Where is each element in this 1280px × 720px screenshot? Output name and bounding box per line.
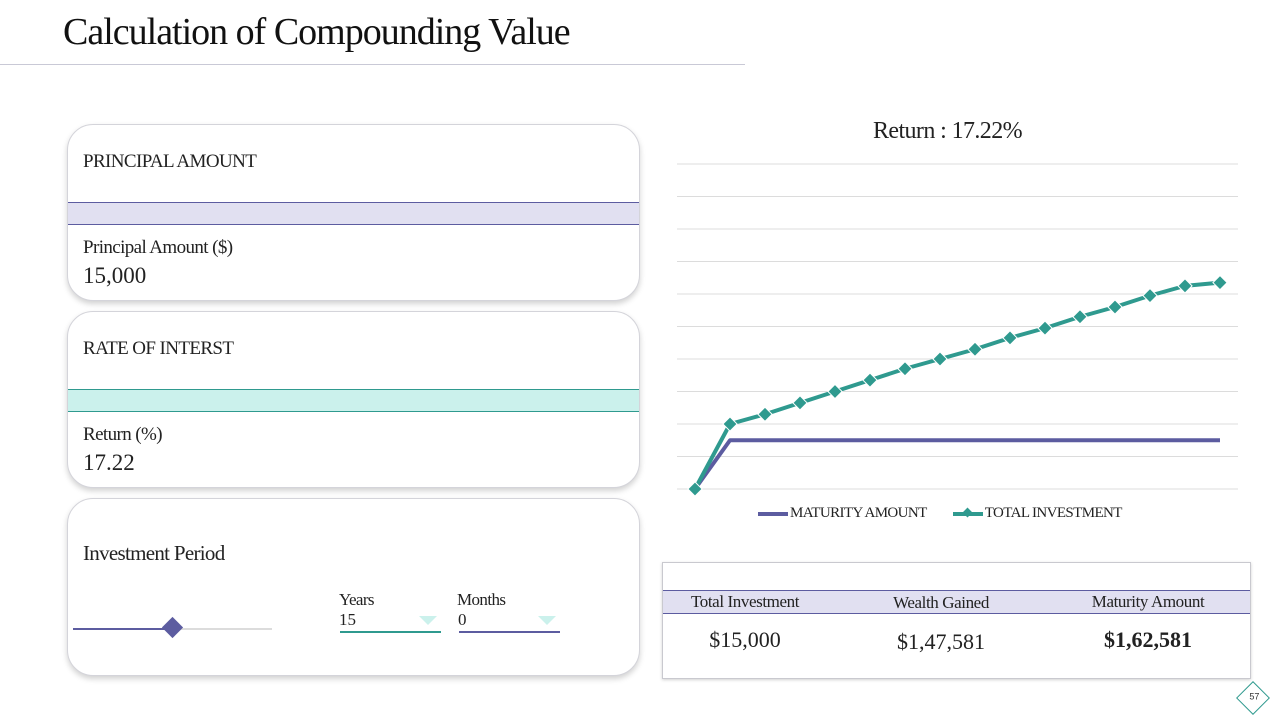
data-point-marker [932,351,948,367]
wealth-gained-header: Wealth Gained [893,593,989,612]
principal-amount-label: Principal Amount ($) [83,237,233,258]
chart-legend: MATURITY AMOUNT TOTAL INVESTMENT [758,505,1148,522]
data-point-marker [967,341,983,358]
return-value[interactable]: 17.22 [83,450,135,475]
months-label: Months [457,590,506,609]
data-point-marker [792,395,808,411]
years-value[interactable]: 15 [339,610,356,629]
months-value[interactable]: 0 [458,610,467,629]
data-point-marker [722,416,738,432]
legend-total-investment: TOTAL INVESTMENT [952,505,1123,522]
page-number: 57 [1249,691,1260,702]
total-investment-value: $15,000 [709,627,781,652]
legend-label-maturity: MATURITY AMOUNT [790,505,927,521]
principal-heading: PRINCIPAL AMOUNT [83,151,257,172]
page-number-badge: 57 [1236,681,1270,715]
page-title: Calculation of Compounding Value [63,11,571,53]
wealth-gained-value: $1,47,581 [897,629,985,654]
data-point-marker [1037,320,1053,336]
maturity-amount-header: Maturity Amount [1091,592,1205,611]
years-label: Years [339,590,375,609]
data-point-marker [687,481,703,497]
data-point-marker [1002,330,1018,346]
maturity-amount-value: $1,62,581 [1104,627,1192,652]
years-dropdown-arrow-icon[interactable] [419,616,437,625]
data-point-marker [757,406,773,423]
series-line-total-investment [693,280,1221,490]
legend-swatch-investment [952,507,983,517]
months-underline [459,631,560,633]
data-point-marker [1072,308,1088,325]
years-underline [340,631,441,633]
data-point-marker [897,360,913,377]
period-slider-thumb[interactable] [161,616,183,639]
legend-maturity-amount: MATURITY AMOUNT [758,505,927,522]
data-point-marker [1212,274,1228,291]
data-point-marker [1142,287,1158,304]
period-slider-fill [73,628,173,630]
return-chart: Return : 17.22% MATURITY AMOUNT TOTAL IN… [660,110,1260,550]
investment-period-card: Investment Period Years 15 Months 0 [67,498,640,676]
rate-card: RATE OF INTERST Return (%) 17.22 [67,311,640,488]
rate-heading: RATE OF INTERST [83,338,234,359]
months-dropdown-arrow-icon[interactable] [538,616,556,625]
summary-header-band [663,590,1250,614]
series-line-maturity-amount [693,438,1220,491]
title-divider [0,64,745,65]
principal-card: PRINCIPAL AMOUNT Principal Amount ($) 15… [67,124,640,301]
period-slider[interactable] [73,616,272,639]
total-investment-header: Total Investment [690,592,800,611]
summary-table: Total Investment $15,000 Wealth Gained $… [662,562,1251,679]
data-point-marker [1107,299,1123,315]
principal-amount-value[interactable]: 15,000 [83,263,147,288]
rate-band [68,389,639,412]
return-label: Return (%) [83,424,163,445]
chart-plot [677,163,1238,497]
data-point-marker [1177,278,1193,294]
legend-swatch-maturity [758,511,788,516]
chart-title: Return : 17.22% [873,118,1023,144]
data-point-marker [862,372,878,388]
legend-label-investment: TOTAL INVESTMENT [984,505,1123,521]
principal-band [68,202,639,225]
investment-period-heading: Investment Period [83,541,225,565]
data-point-marker [827,383,843,400]
